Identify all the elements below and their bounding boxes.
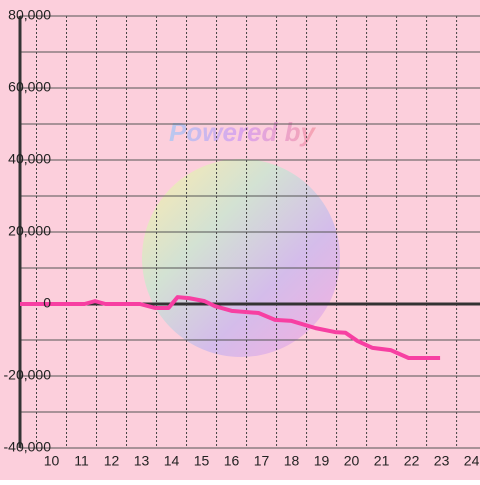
x-tick-label: 17 bbox=[254, 453, 270, 469]
line-series bbox=[20, 295, 441, 360]
watermark-logo bbox=[142, 159, 340, 357]
x-tick-label: 18 bbox=[284, 453, 300, 469]
x-tick-label: 13 bbox=[134, 453, 150, 469]
y-tick-label: 80,000 bbox=[8, 7, 51, 23]
x-tick-label: 12 bbox=[104, 453, 120, 469]
y-tick-label: 20,000 bbox=[8, 223, 51, 239]
x-tick-label: 10 bbox=[44, 453, 60, 469]
y-tick-label: 60,000 bbox=[8, 79, 51, 95]
x-tick-label: 21 bbox=[374, 453, 390, 469]
x-tick-label: 16 bbox=[224, 453, 240, 469]
y-tick-label: -40,000 bbox=[4, 439, 52, 455]
x-tick-label: 20 bbox=[344, 453, 360, 469]
x-tick-label: 19 bbox=[314, 453, 330, 469]
x-tick-label: 15 bbox=[194, 453, 210, 469]
x-tick-label: 14 bbox=[164, 453, 180, 469]
y-tick-label: -20,000 bbox=[4, 367, 52, 383]
x-tick-label: 22 bbox=[404, 453, 420, 469]
x-tick-label: 11 bbox=[74, 453, 89, 469]
y-tick-label: 40,000 bbox=[8, 151, 51, 167]
plot bbox=[20, 295, 441, 360]
grid bbox=[18, 15, 480, 449]
watermark-text: Powered by bbox=[169, 117, 316, 147]
y-tick-label: 0 bbox=[43, 295, 51, 311]
x-tick-label: 23 bbox=[434, 453, 450, 469]
x-tick-label: 24 bbox=[464, 453, 480, 469]
